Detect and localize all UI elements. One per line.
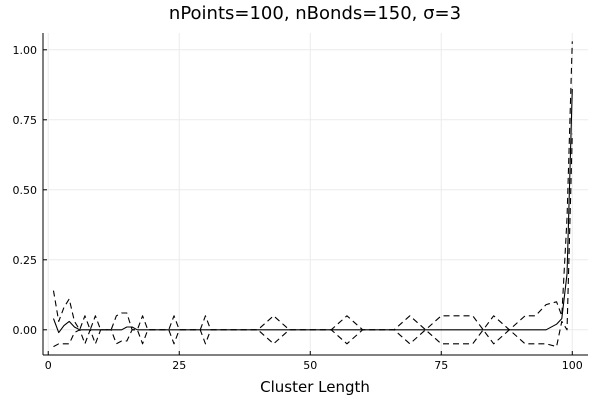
y-tick-label: 0.00 [13, 324, 38, 337]
y-tick-label: 1.00 [13, 44, 38, 57]
y-tick-label: 0.50 [13, 184, 38, 197]
y-tick-label: 0.75 [13, 114, 38, 127]
grid [43, 33, 588, 355]
dashed-series-line [52, 41, 573, 331]
x-tick-label: 100 [562, 359, 583, 372]
solid-series-line [52, 88, 573, 334]
chart-title: nPoints=100, nBonds=150, σ=3 [169, 3, 461, 24]
axes [42, 33, 588, 356]
y-ticks: 0.00 0.25 0.50 0.75 1.00 [13, 44, 47, 337]
x-tick-label: 50 [303, 359, 317, 372]
x-tick-label: 75 [434, 359, 448, 372]
y-tick-label: 0.25 [13, 254, 38, 267]
x-tick-label: 25 [172, 359, 186, 372]
x-axis-title: Cluster Length [260, 378, 370, 396]
x-tick-label: 0 [45, 359, 52, 372]
x-ticks: 0 25 50 75 100 [45, 351, 583, 372]
dashed-series-line [53, 133, 573, 348]
series-layer [52, 41, 573, 348]
